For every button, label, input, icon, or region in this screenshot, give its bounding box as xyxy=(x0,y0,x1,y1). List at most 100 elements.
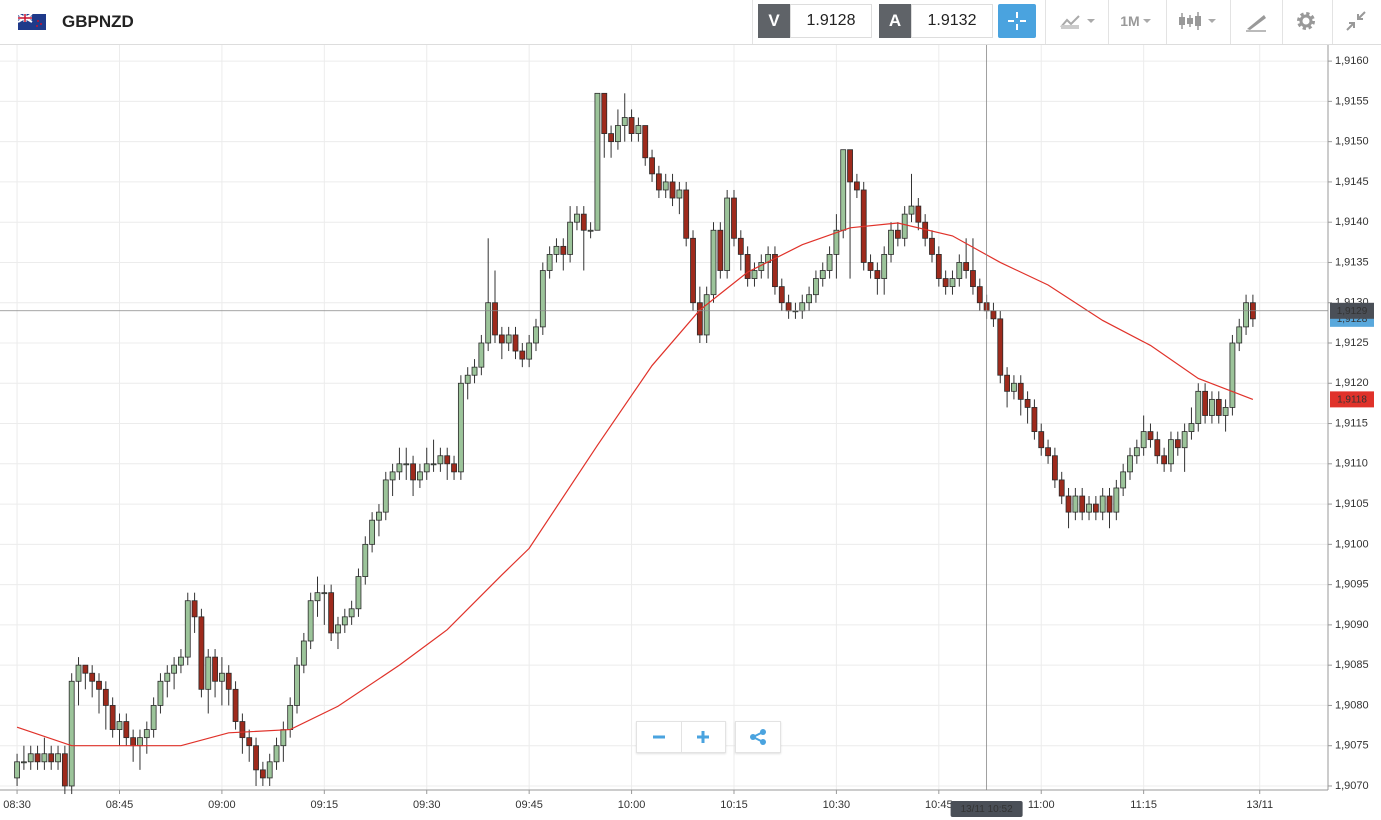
separator xyxy=(1282,0,1283,44)
candle-body xyxy=(225,672,232,690)
candle-body xyxy=(881,254,888,279)
candle-body xyxy=(1051,455,1058,481)
y-tick-label: 1,9080 xyxy=(1335,699,1369,711)
candle-body xyxy=(417,471,423,481)
candle-body xyxy=(1236,326,1243,344)
moving-average-last-label: 1,9118 xyxy=(1337,395,1367,406)
candle-body xyxy=(676,189,683,199)
candle-body xyxy=(335,624,341,634)
y-tick-label: 1,9105 xyxy=(1335,498,1369,510)
candle-body xyxy=(68,680,75,787)
candle-body xyxy=(478,342,485,368)
collapse-button[interactable] xyxy=(1338,4,1374,38)
crosshair-x-label: 13/11 10:52 xyxy=(961,804,1014,815)
flag-icon xyxy=(18,14,46,30)
candle-body xyxy=(963,262,970,271)
candle-body xyxy=(410,463,416,481)
y-tick-label: 1,9155 xyxy=(1335,95,1369,107)
zoom-in-button[interactable] xyxy=(682,722,726,752)
candle-body xyxy=(362,543,369,577)
candle-body xyxy=(280,729,287,747)
moving-average-last-tag xyxy=(1330,391,1374,408)
crosshair-button[interactable] xyxy=(998,4,1036,38)
candle-body xyxy=(396,463,403,473)
candle-body xyxy=(1133,447,1140,457)
candle-body xyxy=(1154,439,1161,457)
zoom-controls xyxy=(636,721,726,753)
draw-button[interactable] xyxy=(1238,4,1274,38)
candle-body xyxy=(376,511,382,521)
candle-body xyxy=(1045,447,1051,457)
candle-body xyxy=(901,213,908,239)
candle-body xyxy=(655,173,662,191)
candle-body xyxy=(539,270,546,328)
candle-body xyxy=(48,753,55,763)
interval-button[interactable]: 1M xyxy=(1112,4,1162,38)
x-tick-label: 08:45 xyxy=(106,799,134,811)
candle-body xyxy=(34,753,41,763)
candle-body xyxy=(96,680,102,690)
candle-body xyxy=(949,278,956,288)
candle-body xyxy=(457,382,464,473)
candle-body xyxy=(143,729,150,739)
ask-box[interactable]: A 1.9132 xyxy=(879,4,993,38)
candle-body xyxy=(266,761,273,779)
candle-body xyxy=(1140,431,1147,449)
separator xyxy=(1108,0,1109,44)
y-tick-label: 1,9145 xyxy=(1335,176,1369,188)
candle-body xyxy=(341,616,348,626)
candle-body xyxy=(772,254,778,288)
candle-body xyxy=(580,213,587,231)
x-tick-label: 13/11 xyxy=(1246,799,1273,811)
y-tick-label: 1,9070 xyxy=(1335,780,1369,792)
y-tick-label: 1,9095 xyxy=(1335,579,1369,591)
candle-body xyxy=(1072,495,1079,513)
candle-body xyxy=(1168,439,1174,465)
candle-body xyxy=(847,149,853,183)
candle-body xyxy=(1202,390,1209,416)
x-tick-label: 08:30 xyxy=(3,799,31,811)
y-tick-label: 1,9085 xyxy=(1335,659,1369,671)
candle-body xyxy=(826,254,833,271)
separator xyxy=(1166,0,1167,44)
candle-body xyxy=(635,125,642,134)
candle-body xyxy=(785,302,792,312)
candle-body xyxy=(990,310,997,320)
x-tick-label: 09:30 xyxy=(413,799,441,811)
candle-body xyxy=(287,705,294,730)
x-tick-label: 10:45 xyxy=(925,799,953,811)
chart-type-button[interactable] xyxy=(1052,4,1102,38)
interval: 1M xyxy=(1120,13,1140,29)
y-tick-label: 1,9115 xyxy=(1335,417,1368,429)
candle-body xyxy=(253,745,259,771)
candle-body xyxy=(27,753,34,763)
toolbar: GBPNZD V 1.9128 A 1.9132 1M xyxy=(0,0,1381,45)
candle-body xyxy=(833,229,840,255)
candle-body xyxy=(492,302,498,336)
candle-body xyxy=(116,721,123,730)
candle-body xyxy=(710,229,717,296)
y-tick-label: 1,9135 xyxy=(1335,256,1369,268)
candle-body xyxy=(669,181,676,199)
separator xyxy=(1045,0,1046,44)
y-tick-label: 1,9150 xyxy=(1335,136,1369,148)
share-button[interactable] xyxy=(736,722,780,752)
candle-type-button[interactable] xyxy=(1172,4,1224,38)
candle-body xyxy=(976,286,983,304)
candle-body xyxy=(294,664,300,706)
x-tick-label: 10:30 xyxy=(823,799,851,811)
y-tick-label: 1,9075 xyxy=(1335,740,1369,752)
zoom-out-button[interactable] xyxy=(637,722,682,752)
candle-body xyxy=(546,254,553,271)
x-tick-label: 11:15 xyxy=(1130,799,1157,811)
bid-label: V xyxy=(758,4,790,38)
settings-button[interactable] xyxy=(1288,4,1324,38)
x-tick-label: 10:00 xyxy=(618,799,646,811)
separator xyxy=(752,0,753,44)
candle-body xyxy=(1092,503,1099,513)
ask-label: A xyxy=(879,4,911,38)
y-tick-label: 1,9120 xyxy=(1335,377,1369,389)
bid-box[interactable]: V 1.9128 xyxy=(758,4,872,38)
candle-body xyxy=(102,688,109,706)
ask-price: 1.9132 xyxy=(911,4,993,38)
